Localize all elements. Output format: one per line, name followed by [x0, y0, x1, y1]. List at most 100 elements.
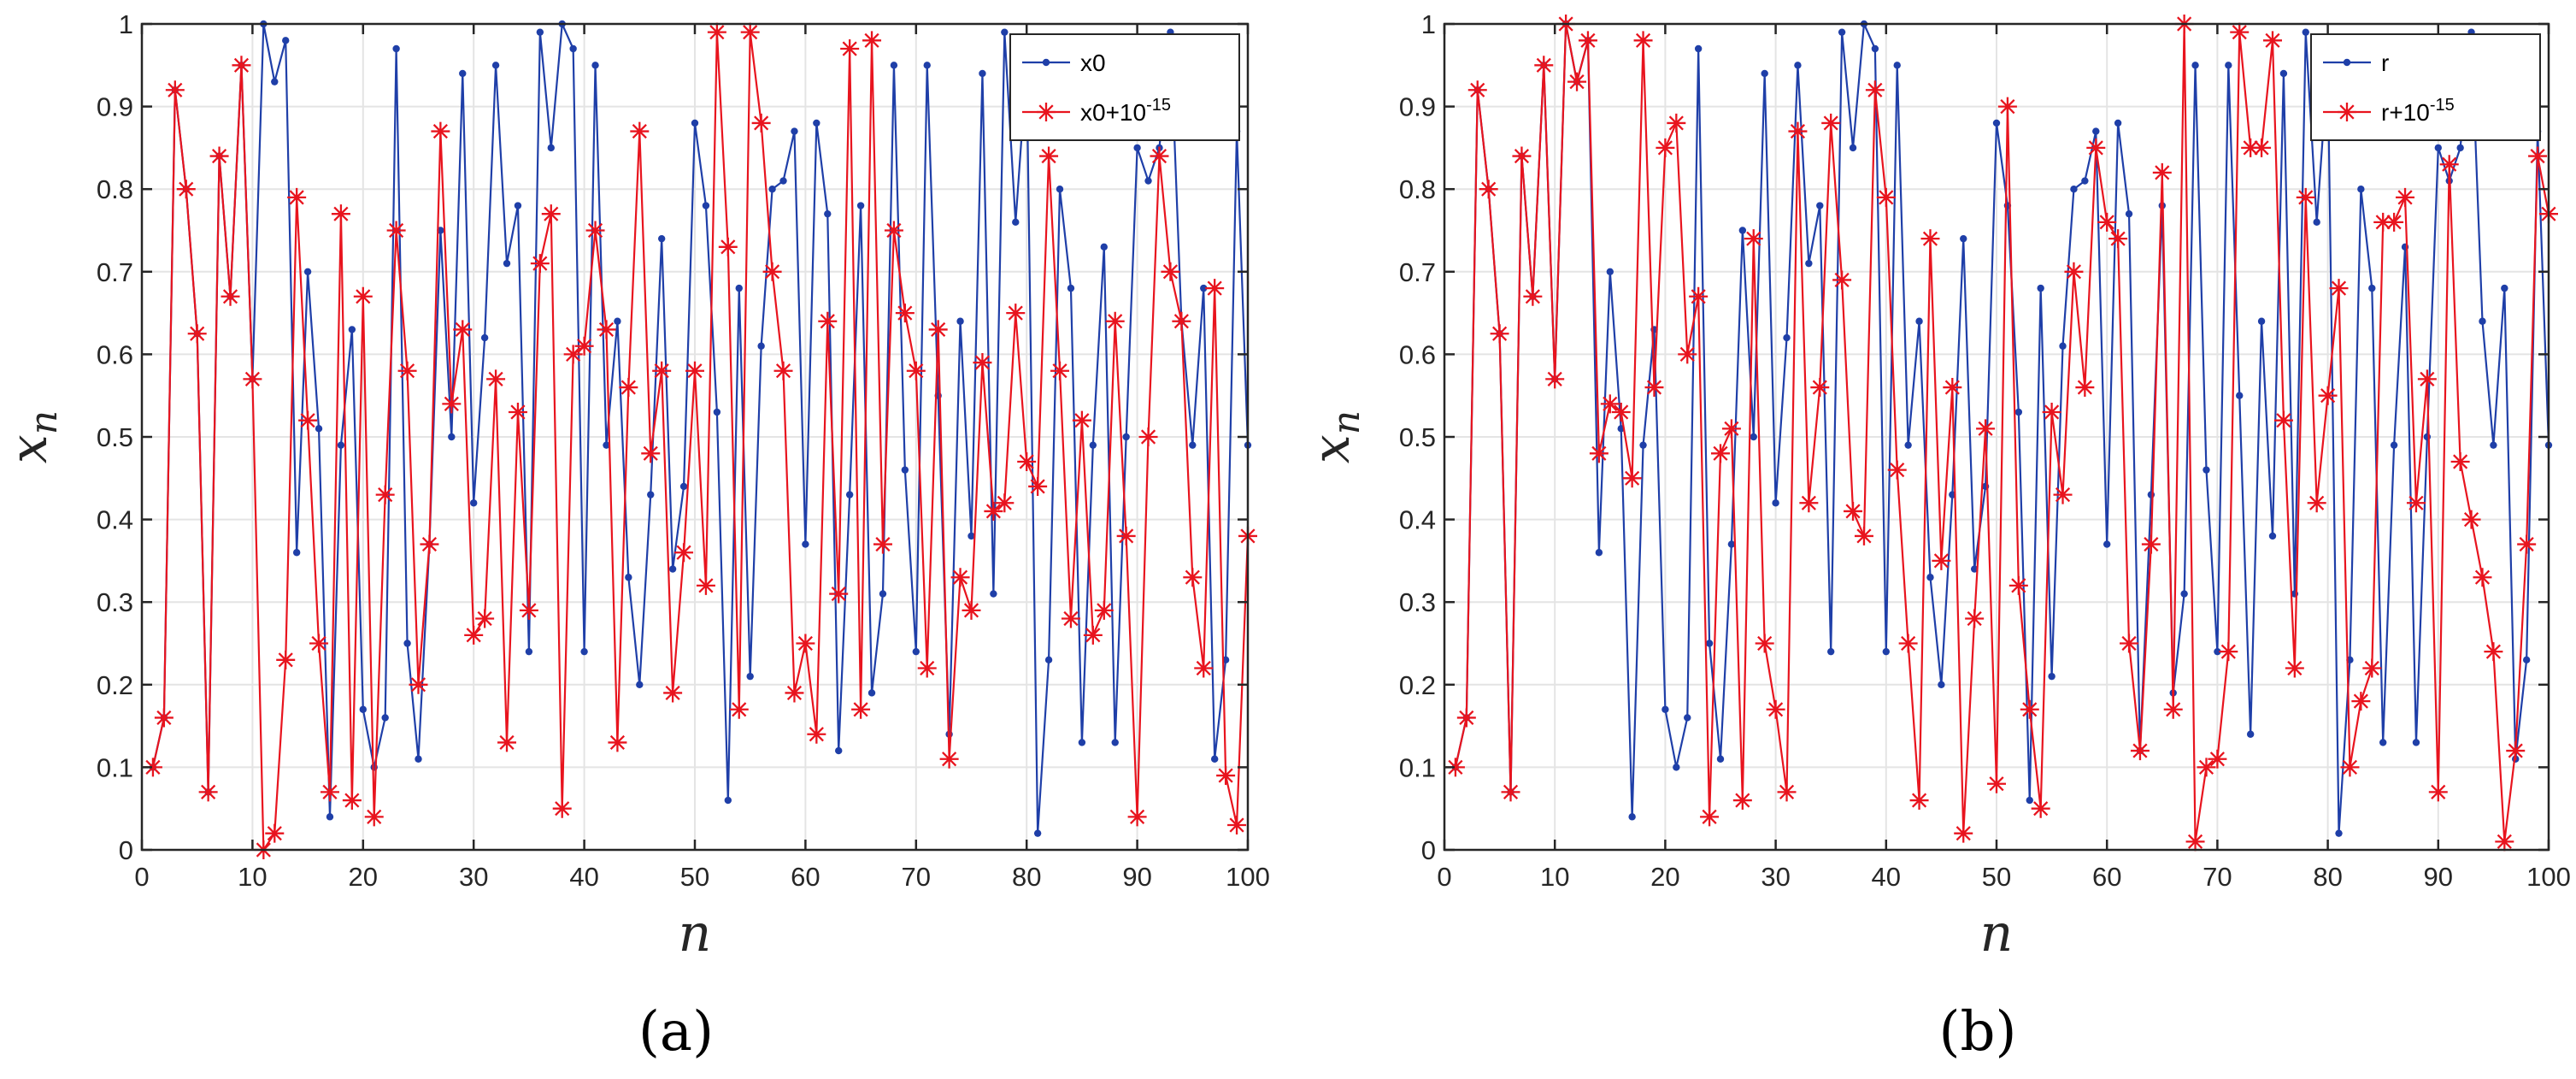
- data-point: [486, 369, 506, 389]
- data-point: [1777, 782, 1797, 802]
- data-point: [2412, 739, 2420, 746]
- y-tick-label: 0.7: [1399, 257, 1436, 287]
- data-point: [2522, 656, 2531, 664]
- data-point: [1898, 634, 1918, 653]
- data-point: [1622, 469, 1642, 488]
- data-point: [1044, 656, 1053, 664]
- x-tick-label: 40: [569, 862, 598, 892]
- data-point: [1479, 180, 1498, 199]
- x-tick-label: 10: [238, 862, 267, 892]
- series-line: [1454, 22, 2550, 843]
- legend-label-base: r: [2381, 50, 2389, 76]
- data-point: [647, 491, 655, 498]
- data-point: [1904, 441, 1912, 449]
- y-tick-label: 0.4: [97, 505, 133, 535]
- data-point: [392, 44, 400, 53]
- data-point: [2379, 739, 2387, 746]
- data-point: [729, 699, 749, 719]
- data-point: [386, 221, 406, 240]
- data-point: [1711, 444, 1730, 463]
- data-point: [1997, 97, 2017, 116]
- legend-marker: [1042, 58, 1050, 67]
- x-tick-label: 80: [2313, 862, 2342, 892]
- data-point: [785, 683, 804, 703]
- data-point: [2373, 212, 2393, 232]
- data-point: [2517, 534, 2537, 554]
- data-point: [1849, 144, 1857, 152]
- data-point: [873, 534, 892, 554]
- chart-panel-b: 0 10 20 30 40 50 60 70 80 90 100 0 0.1 0.2 0.3 0.4 0.5 0.…: [1302, 9, 2571, 1064]
- data-point: [2329, 279, 2349, 298]
- data-point: [420, 534, 439, 554]
- data-point: [403, 640, 411, 647]
- legend-label-superscript: -15: [1146, 96, 1171, 115]
- data-point: [840, 38, 860, 58]
- data-point: [1976, 419, 1996, 439]
- data-point: [359, 705, 367, 713]
- data-point: [243, 369, 262, 389]
- data-point: [702, 202, 710, 209]
- legend-label: r: [2381, 50, 2389, 76]
- data-point: [415, 755, 422, 763]
- y-tick-label: 0.3: [1399, 587, 1436, 617]
- data-point: [1960, 234, 1967, 243]
- data-point: [696, 575, 715, 595]
- x-axis-label: n: [1980, 904, 2014, 964]
- data-point: [707, 22, 726, 42]
- data-point: [2351, 692, 2371, 711]
- data-point: [2461, 510, 2481, 529]
- data-point: [928, 320, 948, 339]
- data-point: [1992, 119, 2001, 127]
- data-point: [962, 600, 981, 620]
- data-point: [442, 394, 462, 414]
- chart-panel-a: 0 10 20 30 40 50 60 70 80 90 100 0 0.1 0.2 0.3 0.4 0.5 0.…: [0, 9, 1270, 1064]
- data-point: [824, 209, 832, 218]
- legend-marker: [2338, 103, 2356, 121]
- y-tick-label: 0.9: [97, 92, 133, 122]
- data-point: [1061, 609, 1080, 628]
- data-point: [1689, 286, 1709, 306]
- y-tick-label: 0.5: [97, 422, 133, 452]
- series-1: [1445, 15, 2558, 852]
- y-tick-label: 0: [1421, 835, 1436, 865]
- data-point: [1001, 28, 1009, 36]
- data-point: [342, 791, 362, 811]
- data-point: [364, 807, 384, 827]
- data-point: [1938, 681, 1945, 688]
- data-point: [2357, 186, 2365, 193]
- data-point: [448, 433, 456, 441]
- data-point: [2257, 317, 2266, 325]
- x-tick-label: 90: [2424, 862, 2453, 892]
- data-point: [1523, 286, 1543, 306]
- data-point: [2191, 62, 2199, 69]
- data-point: [2130, 741, 2150, 761]
- data-point: [315, 425, 323, 433]
- data-point: [2236, 392, 2244, 399]
- data-point: [757, 342, 765, 350]
- data-point: [2141, 534, 2161, 554]
- data-point: [630, 121, 650, 141]
- data-point: [1072, 410, 1091, 430]
- data-point: [663, 683, 683, 703]
- x-tick-label: 60: [791, 862, 820, 892]
- data-point: [636, 681, 644, 688]
- data-point: [470, 499, 478, 507]
- data-point: [746, 672, 754, 681]
- data-point: [1606, 268, 1614, 275]
- data-point: [2120, 634, 2139, 653]
- y-axis-label-main: x: [1302, 434, 1362, 463]
- legend-label-superscript: -15: [2430, 96, 2455, 115]
- series-line: [151, 22, 1250, 834]
- data-point: [1122, 433, 1130, 441]
- data-point: [912, 647, 920, 656]
- data-point: [2396, 187, 2415, 207]
- data-point: [884, 221, 903, 240]
- data-point: [2368, 284, 2376, 292]
- data-point: [1755, 634, 1774, 653]
- data-point: [2031, 799, 2050, 818]
- data-point: [1832, 270, 1852, 290]
- data-point: [901, 466, 909, 474]
- data-point: [1512, 146, 1532, 166]
- data-point: [2428, 782, 2448, 802]
- data-point: [2307, 493, 2326, 513]
